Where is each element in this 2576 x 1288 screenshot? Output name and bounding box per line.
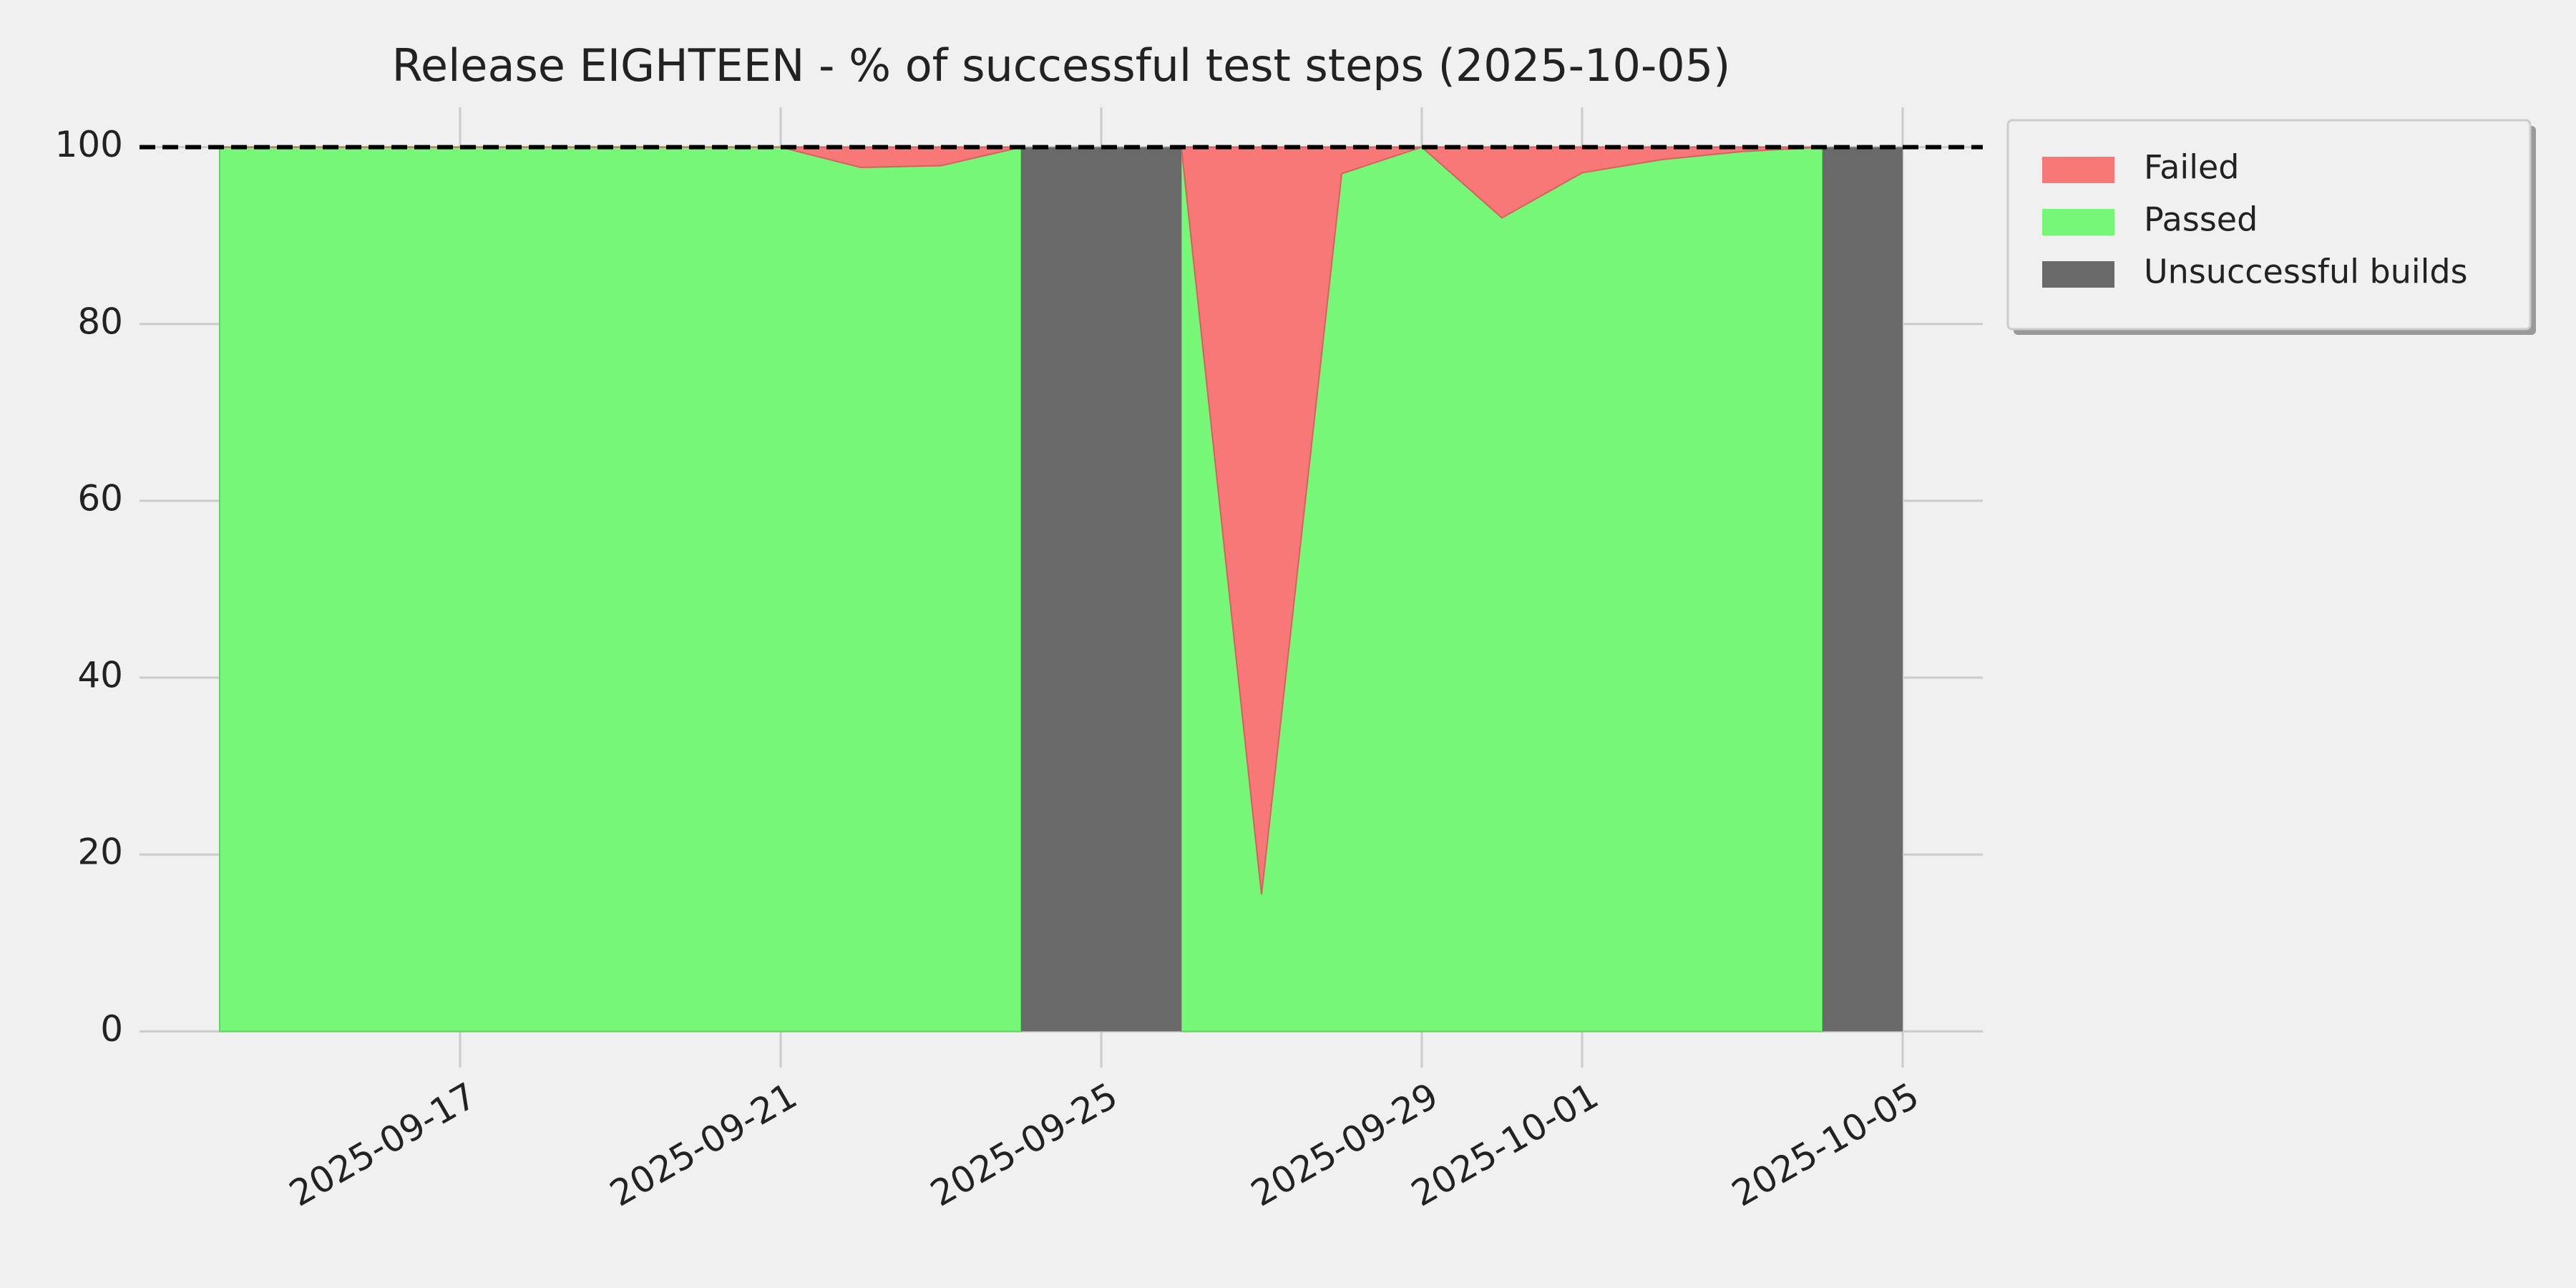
legend-label: Passed: [2144, 200, 2258, 239]
unsuccessful-build: [1823, 147, 1903, 1032]
legend-label: Unsuccessful builds: [2144, 253, 2468, 291]
y-tick-label: 0: [100, 1008, 123, 1050]
legend-box: [2006, 119, 2532, 331]
legend-swatch: [2042, 261, 2114, 288]
legend-label: Failed: [2144, 148, 2240, 187]
legend: Failed Passed Unsuccessful builds: [2006, 119, 2536, 335]
y-tick-label: 100: [55, 124, 123, 165]
unsuccessful-build: [1021, 147, 1181, 1032]
y-tick-label: 20: [77, 831, 123, 873]
y-tick-label: 80: [77, 301, 123, 342]
y-tick-label: 40: [77, 655, 123, 696]
y-tick-label: 60: [77, 477, 123, 519]
legend-swatch: [2042, 209, 2114, 235]
chart-title: Release EIGHTEEN - % of successful test …: [392, 39, 1731, 92]
legend-swatch: [2042, 157, 2114, 183]
